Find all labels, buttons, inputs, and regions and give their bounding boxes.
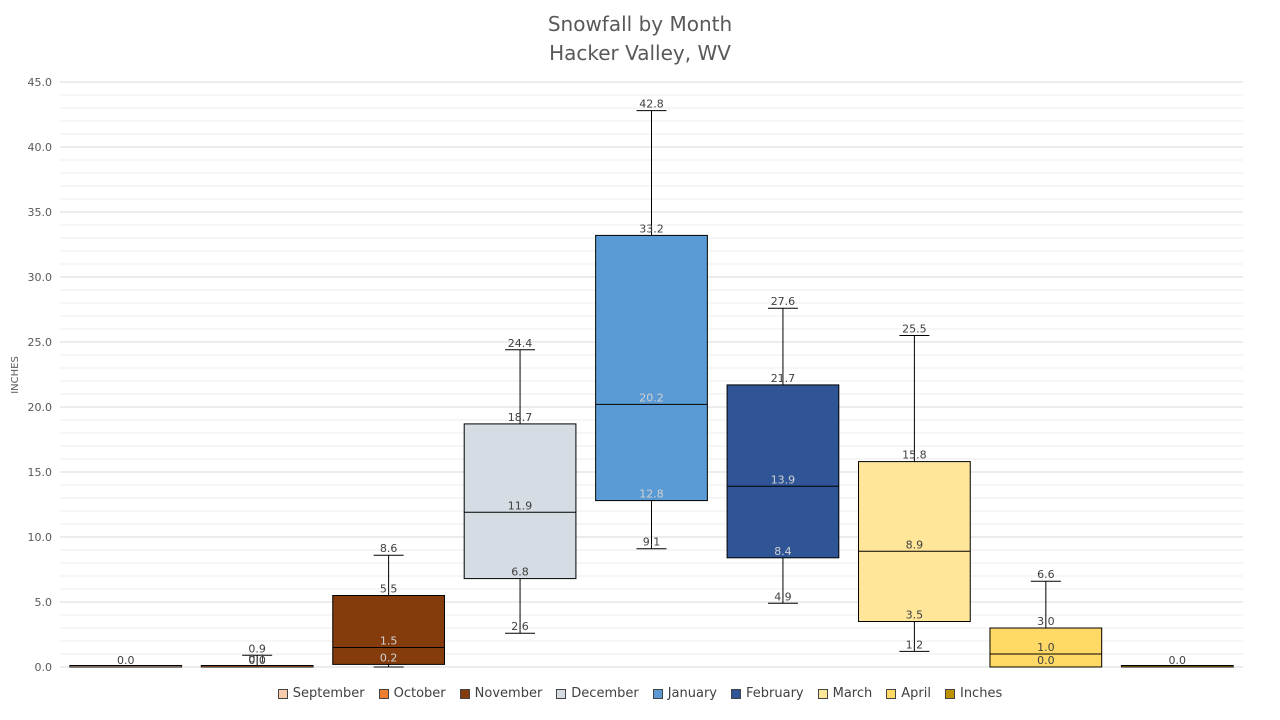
y-axis-label: INCHES [10,356,21,394]
box-body [332,595,445,665]
data-label: 12.8 [639,488,664,501]
data-label: 0.0 [1037,654,1055,667]
data-label: 0.9 [248,642,266,655]
y-tick-label: 5.0 [35,596,53,609]
legend-label: November [474,686,543,701]
data-label: 25.5 [902,323,927,336]
data-label: 33.2 [639,222,664,235]
legend-swatch [459,688,470,699]
data-label: 0.0 [117,654,135,667]
data-label: 18.7 [508,411,533,424]
data-label: 8.4 [774,545,792,558]
legend-label: October [393,686,446,701]
box-september [69,665,183,668]
y-tick-label: 40.0 [28,141,53,154]
legend-swatch [277,688,288,699]
legend-label: Inches [959,686,1003,701]
legend-item-january: January [652,686,718,701]
box-body [989,627,1103,668]
legend-swatch [652,688,663,699]
chart-title-block: Snowfall by Month Hacker Valley, WV [0,10,1280,68]
data-label: 13.9 [771,473,796,486]
chart-subtitle: Hacker Valley, WV [549,41,731,65]
legend-item-october: October [378,686,446,701]
box-february [726,307,840,604]
legend-item-february: February [731,686,804,701]
legend-label: January [667,686,718,701]
data-label: 24.4 [508,337,533,350]
legend-swatch [556,688,567,699]
data-label: 20.2 [639,391,664,404]
data-label: 15.8 [902,449,927,462]
data-label: 27.6 [771,295,796,308]
legend-swatch [886,688,897,699]
legend: September October November December January F… [0,686,1280,701]
legend-swatch [731,688,742,699]
data-label: 6.6 [1037,568,1055,581]
data-label: 2.6 [511,620,529,633]
legend-swatch [944,688,955,699]
y-tick-label: 15.0 [28,466,53,479]
y-tick-label: 30.0 [28,271,53,284]
legend-label: February [746,686,804,701]
legend-swatch [378,688,389,699]
legend-item-april: April [886,686,931,701]
legend-label: December [571,686,639,701]
y-tick-label: 25.0 [28,336,53,349]
legend-item-december: December [556,686,639,701]
data-label: 8.6 [380,542,398,555]
legend-item-november: November [459,686,543,701]
data-label: 0.2 [380,651,398,664]
box-october [200,654,314,668]
data-label: 11.9 [508,499,533,512]
data-labels: 0.00.90.10.08.65.51.50.224.418.711.96.82… [117,98,1186,667]
data-label: 3.5 [906,609,924,622]
y-tick-label: 0.0 [35,661,53,674]
y-tick-label: 35.0 [28,206,53,219]
data-label: 1.2 [906,638,924,651]
chart-title: Snowfall by Month [547,12,733,36]
box-body [858,461,971,622]
data-label: 5.5 [380,583,398,596]
box-body [726,384,840,559]
box-december [463,349,577,634]
box-body [463,423,577,580]
data-label: 4.9 [774,590,792,603]
data-label: 9.1 [643,536,661,549]
y-axis: 0.0 5.0 10.0 15.0 20.0 25.0 30.0 35.0 40.0 45.0 [28,76,53,674]
legend-label: March [832,686,873,701]
legend-label: April [901,686,931,701]
data-label: 0.0 [1169,654,1187,667]
box-body [595,234,708,502]
data-label: 3.0 [1037,615,1055,628]
y-tick-label: 20.0 [28,401,53,414]
legend-label: September [292,686,365,701]
data-label: 42.8 [639,98,664,111]
data-label: 0.0 [248,654,266,667]
data-label: 1.5 [380,635,398,648]
boxes [69,110,1234,668]
legend-item-september: September [277,686,365,701]
data-label: 6.8 [511,566,529,579]
data-label: 21.7 [771,372,796,385]
data-label: 0.1 [248,653,266,666]
legend-item-march: March [817,686,873,701]
y-tick-label: 45.0 [28,76,53,89]
box-april [989,580,1103,668]
y-tick-label: 10.0 [28,531,53,544]
box-inches [1120,665,1234,668]
box-november [332,554,445,668]
data-label: 1.0 [1037,641,1055,654]
legend-item-inches: Inches [944,686,1003,701]
box-march [858,335,971,652]
data-label: 8.9 [906,538,924,551]
box-january [595,110,708,550]
legend-swatch [817,688,828,699]
